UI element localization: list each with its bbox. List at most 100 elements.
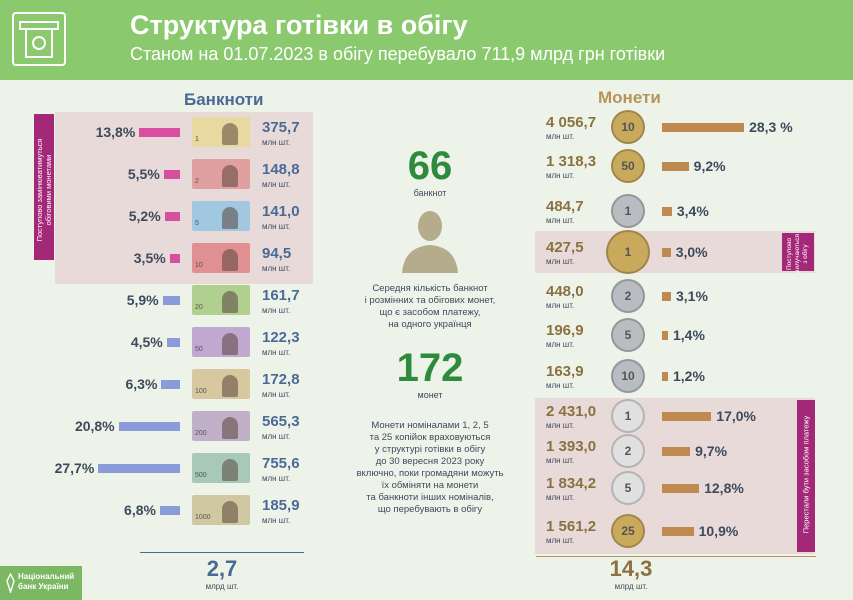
cash-icon <box>12 12 66 66</box>
banknote-bar <box>169 254 180 263</box>
banknote-pct: 6,8% <box>124 502 156 518</box>
coin-unit: млн шт. <box>546 132 575 141</box>
portrait-icon <box>222 123 238 145</box>
coin-unit: млн шт. <box>546 340 575 349</box>
denomination-label: 20 <box>195 304 203 311</box>
coin-bar <box>662 412 712 421</box>
banknote-image: 2 <box>192 159 250 189</box>
coin-pct: 3,1% <box>675 288 708 304</box>
banknote-pct: 5,2% <box>128 208 161 224</box>
coin-pct: 28,3 % <box>749 119 793 135</box>
banknote-unit: млн шт. <box>262 180 291 189</box>
banknote-pct: 27,7% <box>54 460 95 476</box>
coin-icon: 2 <box>611 434 645 468</box>
banknote-bar <box>98 464 180 473</box>
denomination-label: 200 <box>195 430 207 437</box>
coin-icon: 1 <box>606 230 650 274</box>
banknotes-per-capita: 66 <box>407 144 453 188</box>
banknote-bar <box>162 296 180 305</box>
coin-count: 1 393,0 <box>546 438 597 455</box>
coin-count: 2 431,0 <box>546 403 597 420</box>
denomination-label: 1 <box>195 136 199 143</box>
banknote-image: 200 <box>192 411 250 441</box>
banknote-count: 185,9 <box>262 497 300 514</box>
banknotes-replaced-panel <box>55 112 313 284</box>
coin-icon: 25 <box>611 514 645 548</box>
banknote-unit: млн шт. <box>262 516 291 525</box>
banknote-count: 141,0 <box>262 203 300 220</box>
banknote-unit: млн шт. <box>262 348 291 357</box>
coin-bar <box>662 207 672 216</box>
coin-icon: 5 <box>611 318 645 352</box>
portrait-icon <box>222 333 238 355</box>
coins-total: 14,3 <box>609 556 653 581</box>
coin-icon: 5 <box>611 471 645 505</box>
banknotes-title: Банкноти <box>184 90 264 109</box>
banknote-bar <box>164 212 180 221</box>
coin-count: 196,9 <box>546 322 584 339</box>
coins-note-line: та 25 копійок враховуються <box>369 432 491 443</box>
coin-bar <box>662 331 668 340</box>
coin-pct: 3,4% <box>676 203 709 219</box>
coin-bar <box>662 527 694 536</box>
coins-note-line: до 30 вересня 2023 року <box>375 456 485 467</box>
coins-note-line: їх обміняти на монети <box>381 480 479 491</box>
coins-note-line: та банкноти інших номіналів, <box>366 492 494 503</box>
portrait-icon <box>222 291 238 313</box>
banknote-image: 20 <box>192 285 250 315</box>
coin-icon: 50 <box>611 149 645 183</box>
portrait-icon <box>222 501 238 523</box>
coin-count: 484,7 <box>546 198 584 215</box>
coins-total-unit: млрд шт. <box>614 582 648 591</box>
banknote-count: 148,8 <box>262 161 300 178</box>
banknotes-divider <box>140 552 304 553</box>
denomination-label: 500 <box>195 472 207 479</box>
coins-note-line: включно, поки громадяни можуть <box>356 468 504 479</box>
coin-pct: 1,4% <box>673 327 705 343</box>
coin-count: 1 834,2 <box>546 475 597 492</box>
coin-unit: млн шт. <box>546 536 575 545</box>
footer-line: банк України <box>18 582 69 591</box>
portrait-icon <box>222 375 238 397</box>
coin-bar <box>662 162 689 171</box>
average-note-line: і розмінних та обігових монет, <box>364 295 496 306</box>
banknote-image: 50 <box>192 327 250 357</box>
coin-pct: 9,2% <box>693 158 726 174</box>
coin-icon: 10 <box>611 110 645 144</box>
average-note: Середня кількість банкнот і розмінних та… <box>330 283 530 331</box>
banknote-pct: 6,3% <box>125 376 158 392</box>
coin-icon: 2 <box>611 279 645 313</box>
denomination-label: 100 <box>195 388 207 395</box>
banknote-unit: млн шт. <box>262 222 291 231</box>
coins-stopped-text: Перестали бути засобом платежу <box>801 415 811 534</box>
page-title: Структура готівки в обігу <box>130 10 468 40</box>
denomination-label: 2 <box>195 178 199 185</box>
banknote-image: 10 <box>192 243 250 273</box>
coin-unit: млн шт. <box>546 381 575 390</box>
banknotes-side-label-1: Поступово замінюватимуться <box>35 138 44 242</box>
coin-pct: 17,0% <box>716 408 756 424</box>
banknote-unit: млн шт. <box>262 264 291 273</box>
coin-unit: млн шт. <box>546 493 575 502</box>
coin-pct: 3,0% <box>675 244 708 260</box>
banknote-image: 100 <box>192 369 250 399</box>
coin-unit: млн шт. <box>546 171 575 180</box>
banknote-count: 94,5 <box>262 245 292 262</box>
coin-pct: 10,9% <box>698 523 739 539</box>
coin-pct: 12,8% <box>704 480 744 496</box>
banknotes-side-label-2: обіговими монетами <box>44 154 53 226</box>
coin-unit: млн шт. <box>546 257 575 266</box>
average-note-line: на одного українця <box>388 319 472 330</box>
coins-note-line: що перебувають в обігу <box>377 504 483 515</box>
coin-count: 4 056,7 <box>546 114 597 131</box>
banknote-count: 755,6 <box>262 455 300 472</box>
coin-bar <box>662 447 691 456</box>
coins-withdrawn-panel <box>535 231 815 273</box>
coin-count: 448,0 <box>546 283 584 300</box>
banknote-pct: 20,8% <box>74 418 115 434</box>
banknote-count: 375,7 <box>262 119 300 136</box>
banknote-pct: 5,5% <box>127 166 160 182</box>
banknote-count: 122,3 <box>262 329 300 346</box>
coins-stopped-label <box>797 400 815 552</box>
portrait-icon <box>222 249 238 271</box>
